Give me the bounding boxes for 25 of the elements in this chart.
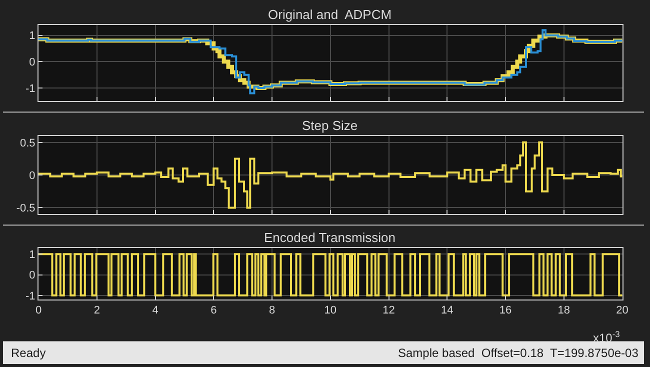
x-tick-label: 10	[324, 304, 337, 317]
x-tick-label: 8	[268, 304, 276, 317]
x-tick-label: 20	[616, 304, 628, 317]
text: Ready	[11, 346, 46, 360]
y-tick-label: -0.5	[16, 202, 36, 215]
y-tick-label: 1	[29, 30, 36, 42]
x-tick-label: 6	[210, 304, 217, 317]
y-tick-label: 0	[29, 270, 36, 282]
x-tick-label: 18	[558, 304, 570, 317]
y-tick-label: 0	[29, 170, 36, 182]
y-tick-label: 0	[29, 56, 36, 69]
x-tick-label: 14	[441, 304, 454, 317]
chart-title: Step Size	[302, 118, 358, 133]
x-tick-label: 2	[94, 304, 100, 317]
y-tick-label: 1	[29, 248, 36, 261]
chart-title: Original and ADPCM	[268, 7, 392, 22]
chart-title: Encoded Transmission	[264, 230, 396, 245]
x-tick-label: 4	[152, 304, 158, 317]
y-tick-label: 0.5	[20, 137, 36, 150]
text: x10$^{-3}$	[593, 329, 620, 346]
y-tick-label: -1	[26, 82, 36, 95]
text: Sample based Offset=0.18 T=199.8750e-03	[398, 346, 639, 360]
y-tick-label: -1	[26, 290, 36, 302]
x-tick-label: 12	[382, 304, 395, 317]
x-tick-label: 16	[499, 304, 512, 317]
